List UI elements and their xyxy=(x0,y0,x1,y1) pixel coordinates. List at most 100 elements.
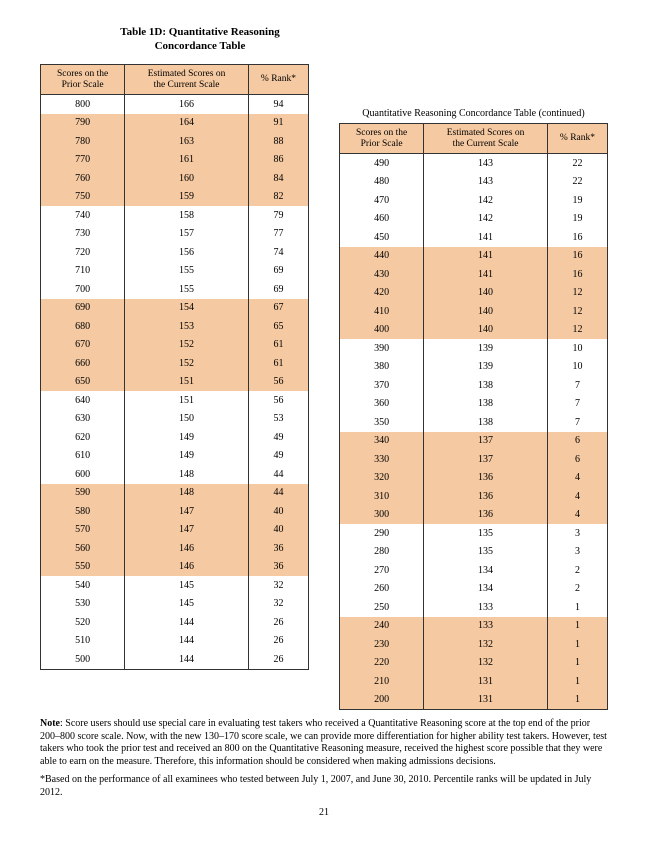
table-cell: 139 xyxy=(424,339,548,358)
table-row: 72015674 xyxy=(41,243,309,262)
table-cell: 148 xyxy=(125,484,249,503)
table-cell: 138 xyxy=(424,395,548,414)
table-cell: 360 xyxy=(340,395,424,414)
table-cell: 53 xyxy=(248,410,308,429)
table-row: 79016491 xyxy=(41,114,309,133)
table-row: 78016388 xyxy=(41,132,309,151)
concordance-table-left: Scores on thePrior Scale Estimated Score… xyxy=(40,64,309,670)
table-row: 2801353 xyxy=(340,543,608,562)
table-cell: 144 xyxy=(125,613,249,632)
table-row: 50014426 xyxy=(41,650,309,669)
table-cell: 69 xyxy=(248,280,308,299)
right-table-column: Quantitative Reasoning Concordance Table… xyxy=(339,64,608,711)
table-row: 65015156 xyxy=(41,373,309,392)
table-cell: 1 xyxy=(547,654,607,673)
table-cell: 143 xyxy=(424,154,548,173)
table-cell: 144 xyxy=(125,632,249,651)
table-cell: 138 xyxy=(424,413,548,432)
table-row: 63015053 xyxy=(41,410,309,429)
table-cell: 3 xyxy=(547,524,607,543)
table-cell: 137 xyxy=(424,450,548,469)
table-row: 2101311 xyxy=(340,672,608,691)
table-cell: 159 xyxy=(125,188,249,207)
table-cell: 370 xyxy=(340,376,424,395)
table-cell: 131 xyxy=(424,691,548,710)
table-cell: 10 xyxy=(547,339,607,358)
table-row: 70015569 xyxy=(41,280,309,299)
table-cell: 1 xyxy=(547,598,607,617)
table-row: 49014322 xyxy=(340,154,608,173)
table-cell: 740 xyxy=(41,206,125,225)
table-cell: 290 xyxy=(340,524,424,543)
table-cell: 61 xyxy=(248,336,308,355)
table-cell: 470 xyxy=(340,191,424,210)
table-cell: 132 xyxy=(424,654,548,673)
table-cell: 77 xyxy=(248,225,308,244)
table-title: Table 1D: Quantitative Reasoning Concord… xyxy=(100,25,300,54)
table-cell: 350 xyxy=(340,413,424,432)
table-cell: 610 xyxy=(41,447,125,466)
table-cell: 430 xyxy=(340,265,424,284)
table-row: 2501331 xyxy=(340,598,608,617)
table-cell: 26 xyxy=(248,632,308,651)
table-cell: 149 xyxy=(125,428,249,447)
table-cell: 133 xyxy=(424,598,548,617)
table-row: 59014844 xyxy=(41,484,309,503)
note-paragraph: Note: Score users should use special car… xyxy=(40,718,608,768)
table-row: 45014116 xyxy=(340,228,608,247)
table-cell: 88 xyxy=(248,132,308,151)
table-cell: 157 xyxy=(125,225,249,244)
table-cell: 140 xyxy=(424,321,548,340)
table-cell: 140 xyxy=(424,302,548,321)
table-cell: 200 xyxy=(340,691,424,710)
table-cell: 220 xyxy=(340,654,424,673)
table-row: 2901353 xyxy=(340,524,608,543)
table-cell: 16 xyxy=(547,265,607,284)
table-cell: 1 xyxy=(547,672,607,691)
table-cell: 700 xyxy=(41,280,125,299)
col-header-prior: Scores on thePrior Scale xyxy=(340,123,424,154)
table-cell: 16 xyxy=(547,228,607,247)
table-cell: 74 xyxy=(248,243,308,262)
table-cell: 32 xyxy=(248,595,308,614)
table-cell: 84 xyxy=(248,169,308,188)
table-cell: 720 xyxy=(41,243,125,262)
table-row: 47014219 xyxy=(340,191,608,210)
table-cell: 145 xyxy=(125,595,249,614)
table-cell: 137 xyxy=(424,432,548,451)
table-row: 39013910 xyxy=(340,339,608,358)
table-row: 64015156 xyxy=(41,391,309,410)
table-cell: 760 xyxy=(41,169,125,188)
table-cell: 320 xyxy=(340,469,424,488)
table-row: 48014322 xyxy=(340,173,608,192)
table-row: 3601387 xyxy=(340,395,608,414)
table-cell: 730 xyxy=(41,225,125,244)
table-cell: 82 xyxy=(248,188,308,207)
table-row: 69015467 xyxy=(41,299,309,318)
notes-section: Note: Score users should use special car… xyxy=(40,718,608,799)
table-cell: 4 xyxy=(547,469,607,488)
table-row: 66015261 xyxy=(41,354,309,373)
table-cell: 131 xyxy=(424,672,548,691)
table-cell: 240 xyxy=(340,617,424,636)
table-cell: 6 xyxy=(547,450,607,469)
table-cell: 26 xyxy=(248,650,308,669)
table-row: 71015569 xyxy=(41,262,309,281)
table-cell: 79 xyxy=(248,206,308,225)
table-cell: 640 xyxy=(41,391,125,410)
table-cell: 330 xyxy=(340,450,424,469)
table-cell: 161 xyxy=(125,151,249,170)
table-cell: 56 xyxy=(248,391,308,410)
table-cell: 1 xyxy=(547,635,607,654)
table-cell: 155 xyxy=(125,262,249,281)
table-row: 3001364 xyxy=(340,506,608,525)
table-row: 3301376 xyxy=(340,450,608,469)
table-cell: 163 xyxy=(125,132,249,151)
table-row: 53014532 xyxy=(41,595,309,614)
table-cell: 153 xyxy=(125,317,249,336)
table-row: 3501387 xyxy=(340,413,608,432)
continued-label: Quantitative Reasoning Concordance Table… xyxy=(339,108,608,119)
table-row: 42014012 xyxy=(340,284,608,303)
table-cell: 40 xyxy=(248,521,308,540)
table-cell: 550 xyxy=(41,558,125,577)
